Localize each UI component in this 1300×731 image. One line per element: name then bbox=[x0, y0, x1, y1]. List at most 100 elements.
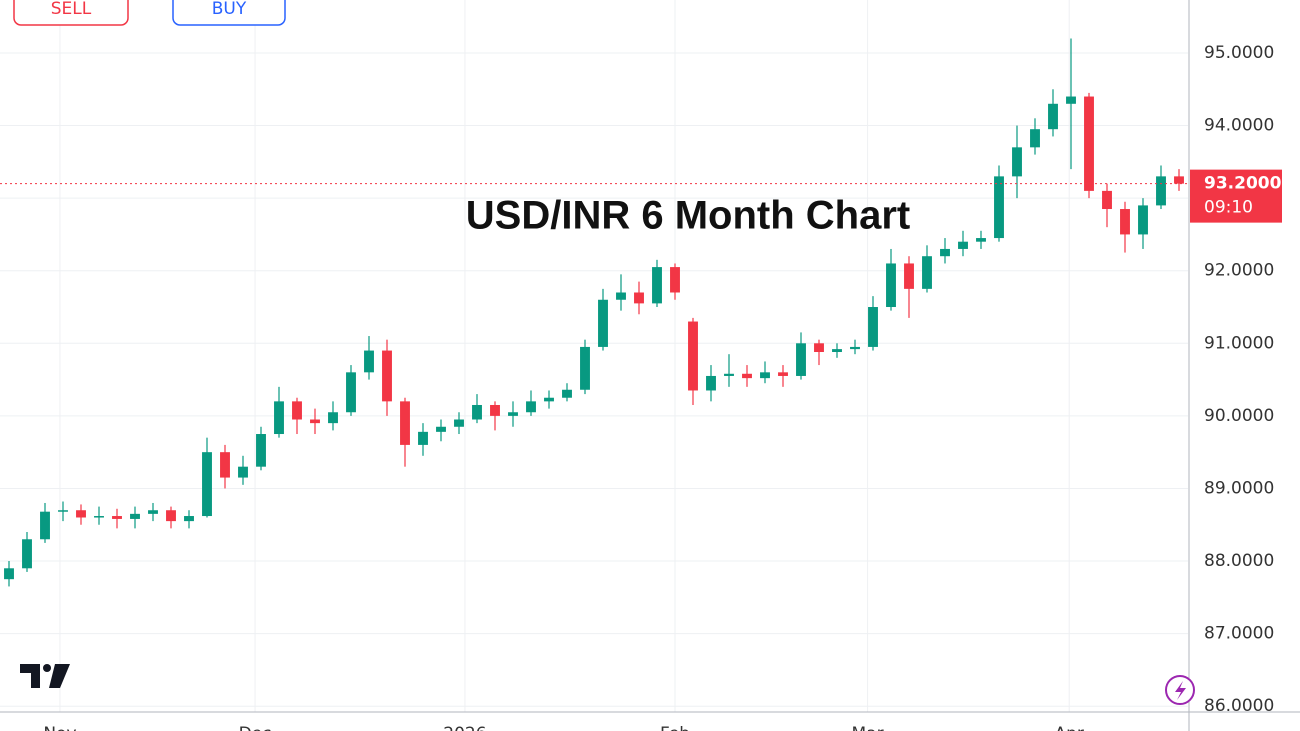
candle-body bbox=[94, 516, 104, 518]
candle-body bbox=[22, 539, 32, 569]
candle-body bbox=[418, 431, 428, 445]
candle-body bbox=[994, 176, 1004, 239]
candle-body bbox=[724, 373, 734, 376]
candle-body bbox=[472, 404, 482, 420]
candle-body bbox=[130, 513, 140, 519]
candle-body bbox=[184, 516, 194, 522]
logo-part bbox=[49, 664, 70, 688]
candle-body bbox=[706, 375, 716, 391]
candle-body bbox=[544, 397, 554, 402]
candle-body bbox=[850, 346, 860, 350]
candle-body bbox=[1084, 96, 1094, 191]
candle-body bbox=[256, 434, 266, 467]
candle-body bbox=[400, 401, 410, 445]
lightning-icon bbox=[1175, 681, 1186, 700]
candle-body bbox=[742, 373, 752, 379]
candle-body bbox=[688, 321, 698, 391]
candle-body bbox=[1012, 147, 1022, 177]
candle-body bbox=[490, 404, 500, 416]
y-tick-label: 90.0000 bbox=[1204, 406, 1274, 426]
sell-label[interactable]: SELL bbox=[51, 0, 92, 19]
x-tick-label: Nov bbox=[43, 724, 76, 731]
candle-body bbox=[40, 511, 50, 540]
candle-body bbox=[814, 343, 824, 353]
candle-body bbox=[202, 452, 212, 517]
candle-body bbox=[580, 346, 590, 390]
candle-body bbox=[562, 389, 572, 398]
candle-body bbox=[112, 516, 122, 519]
candle-body bbox=[922, 256, 932, 289]
candle-body bbox=[958, 241, 968, 249]
candle-body bbox=[1048, 103, 1058, 130]
candle-body bbox=[238, 466, 248, 478]
chart-title: USD/INR 6 Month Chart bbox=[466, 194, 910, 238]
candle-body bbox=[760, 372, 770, 379]
y-tick-label: 87.0000 bbox=[1204, 624, 1274, 644]
candle-body bbox=[292, 401, 302, 420]
candle-body bbox=[976, 238, 986, 242]
candle-body bbox=[598, 299, 608, 347]
candle-body bbox=[1102, 190, 1112, 210]
candle-body bbox=[166, 510, 176, 522]
candle-body bbox=[220, 452, 230, 478]
y-tick-label: 89.0000 bbox=[1204, 478, 1274, 498]
candle-body bbox=[58, 510, 68, 512]
candle-body bbox=[1156, 176, 1166, 206]
y-tick-label: 91.0000 bbox=[1204, 333, 1274, 353]
y-tick-label: 94.0000 bbox=[1204, 116, 1274, 136]
candle-body bbox=[274, 401, 284, 435]
candle-body bbox=[436, 426, 446, 432]
candle-body bbox=[346, 372, 356, 413]
x-tick-label: Feb bbox=[660, 724, 690, 731]
x-tick-label: Apr bbox=[1054, 724, 1083, 731]
grid bbox=[0, 0, 1188, 712]
candle-body bbox=[796, 343, 806, 376]
candle-body bbox=[778, 372, 788, 376]
candle-body bbox=[508, 412, 518, 416]
candle-body bbox=[148, 510, 158, 514]
axes: 86.0000 87.0000 88.0000 89.0000 90.0000 91.00… bbox=[0, 43, 1282, 731]
candle-body bbox=[310, 419, 320, 424]
countdown-label: 09:10 bbox=[1204, 198, 1253, 218]
x-tick-label: Mar bbox=[852, 724, 884, 731]
current-price-box bbox=[1190, 169, 1282, 223]
candle-body bbox=[1066, 96, 1076, 104]
candle-body bbox=[904, 263, 914, 289]
candle-body bbox=[886, 263, 896, 308]
candle-body bbox=[364, 350, 374, 373]
candle-body bbox=[1174, 176, 1184, 184]
candle-body bbox=[1120, 209, 1130, 235]
candle-body bbox=[1138, 205, 1148, 235]
candle-body bbox=[454, 419, 464, 427]
candle-body bbox=[328, 412, 338, 424]
candle-body bbox=[832, 349, 842, 353]
y-tick-label: 95.0000 bbox=[1204, 43, 1274, 63]
x-tick-label: 2026 bbox=[443, 724, 486, 731]
tradingview-logo[interactable] bbox=[20, 664, 70, 688]
candle-body bbox=[868, 307, 878, 347]
y-tick-label: 88.0000 bbox=[1204, 551, 1274, 571]
y-tick-label: 92.0000 bbox=[1204, 261, 1274, 281]
candle-body bbox=[1030, 129, 1040, 148]
candle-body bbox=[382, 350, 392, 402]
sell-button[interactable] bbox=[13, 0, 129, 26]
buy-button[interactable] bbox=[172, 0, 286, 26]
logo-part bbox=[43, 664, 51, 672]
candle-body bbox=[940, 248, 950, 257]
candle-body bbox=[634, 292, 644, 304]
x-tick-label: Dec bbox=[239, 724, 272, 731]
candle-body bbox=[526, 401, 536, 413]
candles bbox=[4, 38, 1184, 587]
candle-body bbox=[76, 510, 86, 518]
candle-body bbox=[616, 292, 626, 300]
candle-body bbox=[670, 267, 680, 293]
logo-part bbox=[20, 664, 40, 688]
candle-body bbox=[4, 568, 14, 580]
buy-label[interactable]: BUY bbox=[212, 0, 247, 19]
candle-body bbox=[652, 267, 662, 304]
current-price-label: 93.2000 bbox=[1204, 174, 1282, 194]
y-tick-label: 86.0000 bbox=[1204, 696, 1274, 716]
